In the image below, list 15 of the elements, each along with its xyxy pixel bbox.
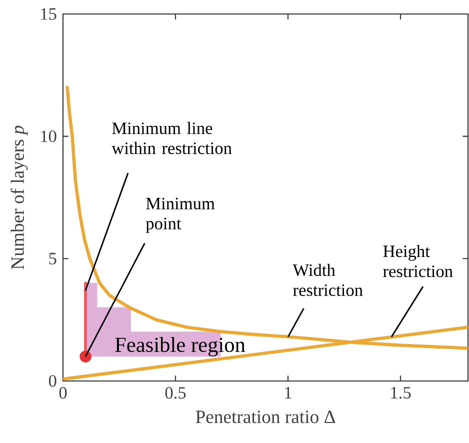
x-axis-title: Penetration ratio Δ [196,410,336,424]
x-tick-label: 1.5 [391,387,411,399]
annotation: Minimum point [146,198,215,233]
y-tick-label: 0 [48,375,56,387]
annotation: Height restriction [383,244,453,278]
y-tick-label: 5 [49,252,56,264]
x-tick-label: 0 [59,387,67,399]
annotation: Minimum line within restriction [112,122,232,154]
y-tick-label: 10 [41,130,56,142]
annotation: Width restriction [292,264,363,296]
y-tick-label: 15 [41,8,56,20]
x-tick-label: 1 [285,387,292,398]
annotation: Feasible region [115,337,246,356]
x-tick-label: 0.5 [165,387,186,399]
y-axis-title: Number of layers p [10,126,28,270]
